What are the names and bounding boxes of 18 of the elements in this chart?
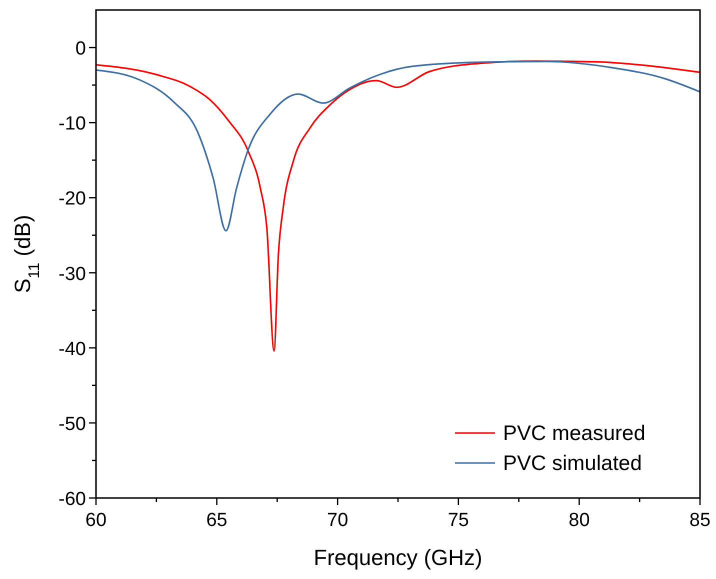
y-tick-label: -20 <box>58 188 86 210</box>
x-tick-label: 75 <box>448 510 469 531</box>
y-tick-label: -30 <box>58 264 86 285</box>
x-tick-label: 70 <box>327 510 348 531</box>
x-axis-title: Frequency (GHz) <box>314 545 482 570</box>
line-series <box>95 60 701 232</box>
y-tick-label: -40 <box>58 338 86 360</box>
x-tick-label: 85 <box>689 510 711 531</box>
x-tick-label: 80 <box>568 510 590 531</box>
y-tick-label: -60 <box>58 489 86 510</box>
line-series <box>95 60 701 352</box>
legend-label: PVC measured <box>503 422 646 445</box>
x-tick-label: 60 <box>85 510 107 531</box>
x-tick-label: 65 <box>206 510 228 531</box>
legend-label: PVC simulated <box>503 452 642 475</box>
y-tick-label: -50 <box>58 414 86 435</box>
y-tick-label: -10 <box>58 114 86 135</box>
y-tick-label: 0 <box>75 38 86 60</box>
